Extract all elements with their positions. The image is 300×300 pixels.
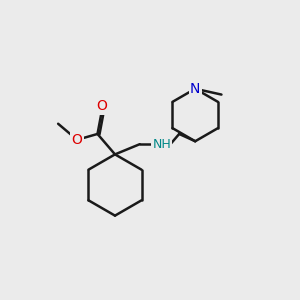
Text: O: O — [96, 99, 107, 113]
Text: O: O — [72, 133, 83, 147]
Text: NH: NH — [152, 138, 171, 151]
Text: N: N — [190, 82, 200, 96]
